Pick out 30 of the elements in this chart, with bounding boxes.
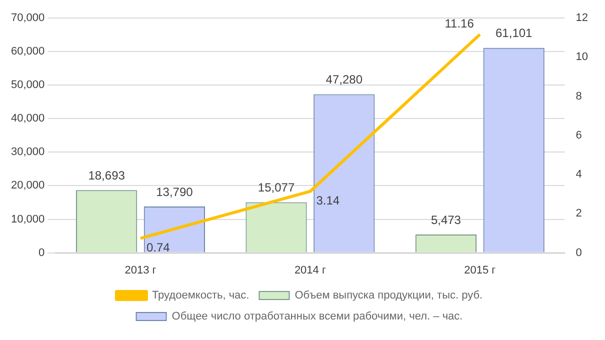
- x-tick-label: 2014 г: [294, 264, 326, 276]
- y-tick-label: 40,000: [10, 112, 45, 125]
- y-tick-label: 20,000: [10, 180, 45, 192]
- y-tick-label: 30,000: [10, 146, 45, 158]
- data-label: 0.74: [146, 240, 170, 255]
- y2-tick-label: 6: [576, 129, 582, 142]
- y-tick-label: 10,000: [10, 213, 45, 226]
- y2-tick-label: 4: [576, 168, 582, 181]
- data-label: 13,790: [156, 184, 194, 199]
- x-tick-label: 2013 г: [124, 264, 156, 276]
- data-label: 18,693: [88, 168, 126, 182]
- y-tick-label: 0: [38, 246, 45, 259]
- legend-label: Трудоемкость, час.: [152, 290, 250, 302]
- data-label: 5,473: [430, 212, 462, 227]
- data-label: 61,101: [496, 26, 533, 40]
- y-tick-label: 60,000: [10, 46, 45, 58]
- y2-tick-label: 8: [576, 90, 582, 102]
- y-tick-label: 50,000: [10, 79, 45, 92]
- y-tick-label: 70,000: [10, 12, 45, 24]
- y2-tick-label: 12: [576, 12, 588, 24]
- data-label: 47,280: [326, 72, 363, 87]
- data-label: 11.16: [444, 16, 474, 31]
- x-tick-label: 2015 г: [464, 264, 496, 276]
- legend-label: Общее число отработанных всеми рабочими, чел. – час.: [172, 310, 463, 323]
- y2-tick-label: 10: [576, 51, 588, 64]
- data-label: 3.14: [316, 194, 340, 208]
- legend-label: Объем выпуска продукции, тыс. руб.: [294, 290, 483, 302]
- y2-tick-label: 2: [576, 208, 582, 220]
- y2-tick-label: 0: [576, 246, 582, 259]
- data-label: 15,077: [258, 180, 295, 195]
